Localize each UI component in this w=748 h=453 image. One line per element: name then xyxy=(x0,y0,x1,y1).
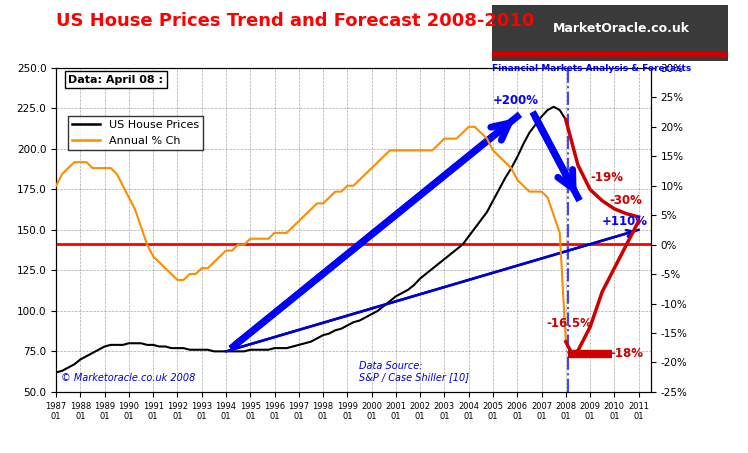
Text: -18%: -18% xyxy=(610,347,644,360)
Text: Data: April 08 :: Data: April 08 : xyxy=(68,75,163,85)
Text: Financial Markets Analysis & Forecasts: Financial Markets Analysis & Forecasts xyxy=(492,64,691,73)
Text: © Marketoracle.co.uk 2008: © Marketoracle.co.uk 2008 xyxy=(61,372,195,382)
Text: -30%: -30% xyxy=(610,194,643,207)
Text: US House Prices Trend and Forecast 2008-2010: US House Prices Trend and Forecast 2008-… xyxy=(56,12,535,30)
Text: MarketOracle.co.uk: MarketOracle.co.uk xyxy=(554,22,690,35)
Text: +200%: +200% xyxy=(493,94,539,106)
Text: -19%: -19% xyxy=(590,171,623,184)
Text: +110%: +110% xyxy=(602,215,649,228)
Text: Data Source:
S&P / Case Shiller [10]: Data Source: S&P / Case Shiller [10] xyxy=(360,361,470,382)
Text: -16.5%: -16.5% xyxy=(546,317,592,330)
Legend: US House Prices, Annual % Ch: US House Prices, Annual % Ch xyxy=(67,116,203,150)
